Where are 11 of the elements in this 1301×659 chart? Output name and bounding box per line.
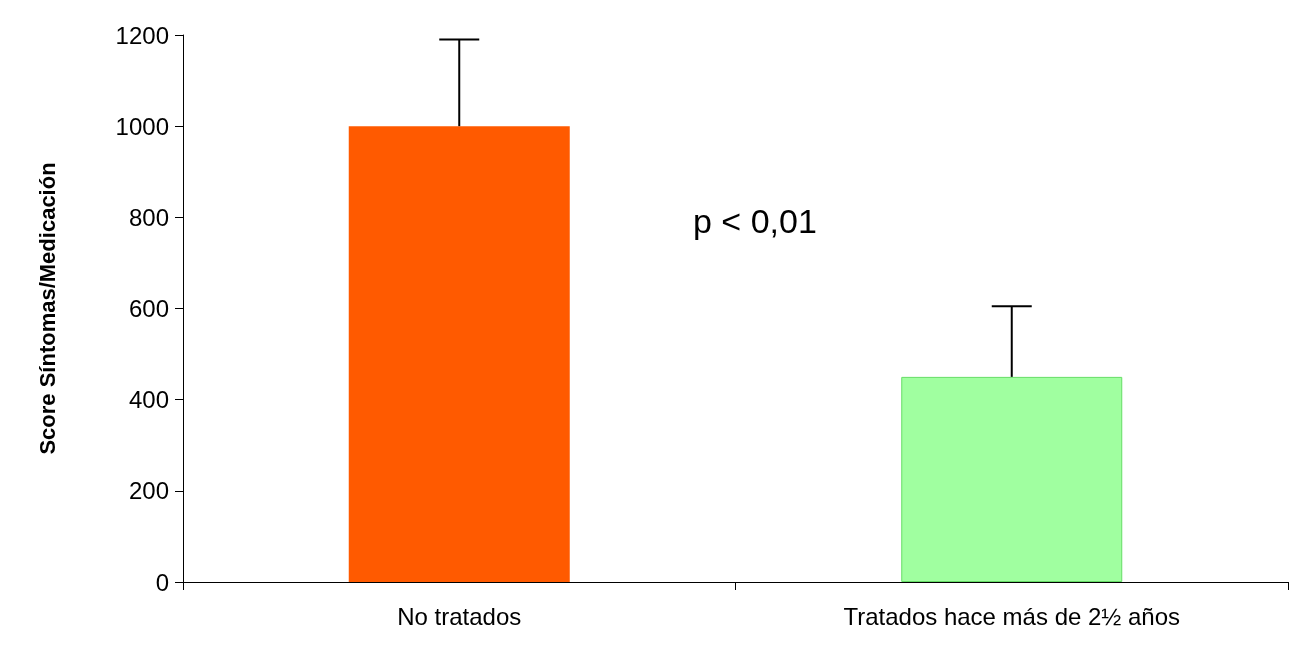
y-tick-label: 200 [128,477,169,505]
y-tick-label: 0 [155,568,169,596]
y-tick-label: 400 [128,386,169,414]
y-tick-label: 1000 [115,112,169,140]
annotation: p < 0,01 [693,202,817,240]
y-tick-label: 1200 [115,21,169,49]
y-axis-title: Score Síntomas/Medicación [34,162,60,455]
y-tick-label: 800 [128,203,169,231]
x-tick-label: Tratados hace más de 2½ años [843,602,1181,630]
x-tick-label: No tratados [397,602,522,630]
y-tick-label: 600 [128,295,169,322]
